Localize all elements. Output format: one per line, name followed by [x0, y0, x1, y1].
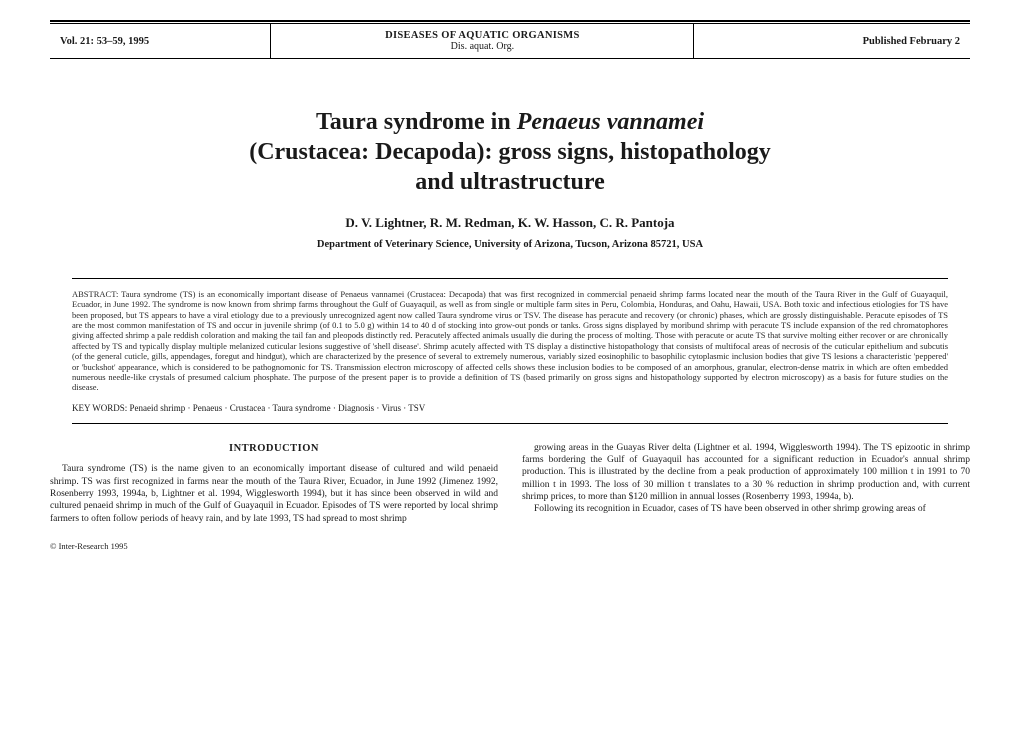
copyright-footer: © Inter-Research 1995 [50, 541, 970, 551]
title-line2: (Crustacea: Decapoda): gross signs, hist… [249, 139, 771, 165]
keywords-line: KEY WORDS: Penaeid shrimp · Penaeus · Cr… [72, 403, 948, 413]
article-title: Taura syndrome in Penaeus vannamei (Crus… [50, 107, 970, 197]
top-rule [50, 20, 970, 22]
volume-info: Vol. 21: 53–59, 1995 [50, 24, 271, 59]
journal-cell: DISEASES OF AQUATIC ORGANISMS Dis. aquat… [271, 24, 694, 59]
title-line3: and ultrastructure [415, 169, 605, 195]
column-right: growing areas in the Guayas River delta … [522, 442, 970, 525]
header-bar: Vol. 21: 53–59, 1995 DISEASES OF AQUATIC… [50, 23, 970, 59]
intro-para-2: growing areas in the Guayas River delta … [522, 442, 970, 504]
affiliation: Department of Veterinary Science, Univer… [50, 239, 970, 250]
keywords-label: KEY WORDS: [72, 403, 127, 413]
title-block: Taura syndrome in Penaeus vannamei (Crus… [50, 107, 970, 197]
keywords-rule [72, 423, 948, 424]
introduction-heading: INTRODUCTION [50, 442, 498, 456]
keywords-text: Penaeid shrimp · Penaeus · Crustacea · T… [130, 403, 426, 413]
intro-para-3: Following its recognition in Ecuador, ca… [522, 503, 970, 515]
intro-para-1: Taura syndrome (TS) is the name given to… [50, 463, 498, 525]
journal-abbrev: Dis. aquat. Org. [281, 41, 683, 52]
abstract-label: ABSTRACT: [72, 289, 118, 299]
authors: D. V. Lightner, R. M. Redman, K. W. Hass… [50, 215, 970, 231]
title-line1-ital: Penaeus vannamei [517, 109, 704, 135]
title-line1-pre: Taura syndrome in [316, 109, 517, 135]
published-date: Published February 2 [694, 24, 970, 59]
abstract-block: ABSTRACT: Taura syndrome (TS) is an econ… [72, 278, 948, 393]
body-columns: INTRODUCTION Taura syndrome (TS) is the … [50, 442, 970, 525]
abstract-body: Taura syndrome (TS) is an economically i… [72, 289, 948, 392]
column-left: INTRODUCTION Taura syndrome (TS) is the … [50, 442, 498, 525]
journal-name: DISEASES OF AQUATIC ORGANISMS [281, 30, 683, 41]
abstract-text: ABSTRACT: Taura syndrome (TS) is an econ… [72, 289, 948, 393]
